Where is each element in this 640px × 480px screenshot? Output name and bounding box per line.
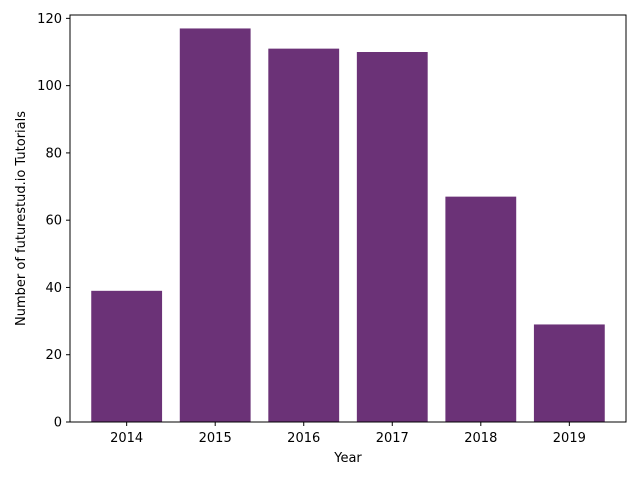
y-tick-label: 120 (37, 12, 62, 27)
bar-2019 (533, 324, 605, 422)
y-tick-label: 0 (54, 416, 62, 431)
y-tick-label: 60 (45, 214, 62, 229)
x-tick-label: 2014 (110, 431, 143, 446)
bar-2018 (445, 196, 517, 422)
y-tick-label: 20 (45, 348, 62, 363)
bar-2017 (356, 52, 428, 422)
x-tick-label: 2015 (199, 431, 232, 446)
y-tick-label: 40 (45, 281, 62, 296)
bars-group (91, 28, 605, 423)
x-tick-label: 2019 (553, 431, 586, 446)
x-axis-label: Year (333, 451, 362, 466)
y-axis-label: Number of futurestud.io Tutorials (14, 111, 29, 326)
bar-2015 (179, 28, 251, 422)
x-tick-label: 2018 (464, 431, 497, 446)
x-axis-ticks: 2014 2015 2016 2017 2018 2019 (110, 422, 586, 446)
y-tick-label: 100 (37, 79, 62, 94)
x-tick-label: 2016 (287, 431, 320, 446)
y-tick-label: 80 (45, 146, 62, 161)
y-axis-ticks: 0 20 40 60 80 100 120 (37, 12, 70, 431)
bar-2016 (268, 48, 340, 423)
x-tick-label: 2017 (376, 431, 409, 446)
bar-2014 (91, 290, 163, 422)
plot-frame (69, 14, 627, 423)
